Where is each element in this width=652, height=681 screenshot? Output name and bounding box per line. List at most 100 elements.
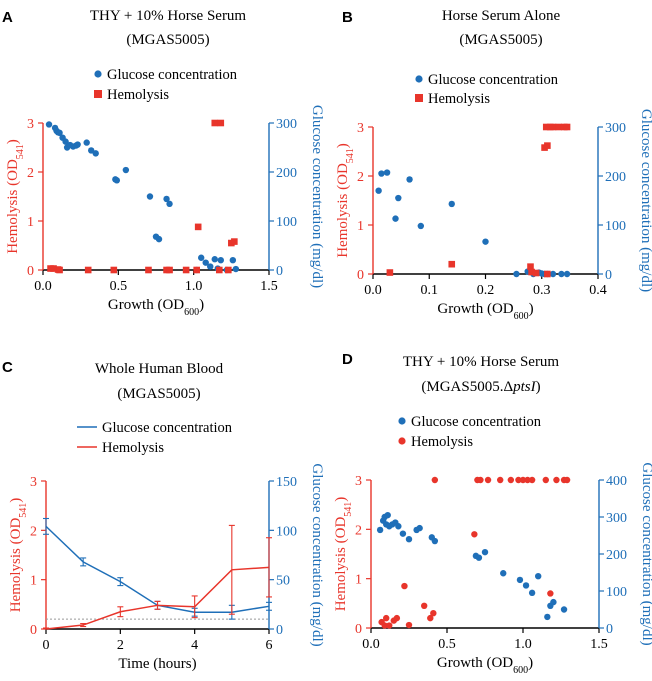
hemolysis-point (405, 621, 413, 629)
panel-c: C Whole Human Blood (MGAS5005) Glucose conc… (2, 359, 325, 672)
hemolysis-point (381, 622, 388, 629)
right-tick-label: 200 (605, 170, 626, 185)
hemolysis-point (231, 238, 238, 245)
x-tick-label: 1.5 (590, 637, 608, 652)
glucose-point (92, 150, 99, 157)
right-tick-label: 0 (605, 268, 612, 283)
x-tick-label: 0.1 (421, 283, 439, 298)
right-axis-title: Glucose concentration (mg/dl) (309, 463, 325, 646)
legend: Glucose concentration Hemolysis (94, 67, 238, 103)
hemolysis-point (383, 614, 390, 622)
glucose-point (550, 598, 557, 606)
right-tick-label: 150 (276, 475, 297, 490)
hemolysis-point (386, 622, 393, 629)
left-tick-label: 3 (30, 475, 37, 490)
x-tick-label: 2 (117, 638, 124, 653)
data-marks (43, 517, 272, 630)
hemolysis-point (515, 476, 522, 484)
glucose-point (558, 270, 565, 278)
glucose-point (513, 270, 520, 278)
glucose-point (405, 536, 413, 543)
hemolysis-point (56, 266, 63, 274)
hemolysis-point (477, 476, 484, 484)
hemolysis-point (547, 590, 554, 597)
glucose-point (45, 121, 53, 128)
left-tick-label: 1 (355, 573, 362, 588)
right-tick-label: 300 (605, 121, 626, 136)
legend-label: Hemolysis (428, 91, 490, 107)
glucose-point (560, 606, 568, 613)
glucose-point (528, 589, 536, 597)
left-tick-label: 0 (357, 268, 364, 283)
hemolysis-point (542, 476, 549, 484)
panel-letter: D (342, 351, 353, 368)
glucose-point (417, 222, 425, 230)
hemolysis-point (166, 266, 173, 274)
glucose-point (522, 582, 530, 589)
legend-marker-glucose (415, 75, 423, 83)
chart-subtitle: (MGAS5005) (126, 32, 209, 48)
hemolysis-point (497, 476, 504, 484)
hemolysis-point (145, 266, 152, 274)
hemolysis-point (527, 263, 534, 270)
right-tick-label: 0 (276, 623, 283, 638)
data-marks (375, 123, 571, 278)
left-axis-title: Hemolysis (OD541) (8, 498, 29, 613)
hemolysis-point (563, 123, 571, 131)
glucose-point (549, 270, 557, 278)
glucose-point (375, 187, 382, 194)
right-axis-title: Glucose concentration (mg/dl) (639, 462, 652, 645)
legend-label: Hemolysis (102, 440, 164, 456)
legend-label: Glucose concentration (107, 67, 238, 83)
left-tick-label: 1 (27, 215, 34, 230)
data-marks (376, 476, 571, 629)
x-tick-label: 0.4 (589, 283, 607, 298)
left-tick-label: 0 (30, 623, 37, 638)
chart-title: THY + 10% Horse Serum (403, 354, 560, 370)
chart-title: Horse Serum Alone (442, 8, 561, 24)
legend-marker-glucose (398, 417, 406, 425)
right-tick-label: 100 (606, 585, 627, 600)
hemolysis-point (182, 266, 190, 274)
right-tick-label: 100 (605, 219, 626, 234)
x-tick-label: 0.2 (477, 283, 495, 298)
chart-subtitle: (MGAS5005.ΔptsI) (421, 379, 540, 395)
right-tick-label: 100 (276, 524, 297, 539)
glucose-point (83, 139, 90, 146)
left-tick-label: 2 (355, 523, 362, 538)
legend-label: Glucose concentration (411, 414, 542, 430)
hemolysis-point (471, 531, 478, 538)
legend-label: Glucose concentration (428, 72, 559, 88)
right-axis-title: Glucose concentration (mg/dl) (309, 105, 325, 288)
left-tick-label: 3 (355, 474, 362, 489)
right-axis-title: Glucose concentration (mg/dl) (638, 109, 652, 292)
hemolysis-point (386, 269, 394, 276)
right-tick-label: 50 (276, 574, 290, 589)
hemolysis-point (528, 268, 535, 276)
glucose-point (376, 526, 384, 534)
glucose-point (395, 194, 402, 202)
hemolysis-point (217, 119, 225, 127)
panel-letter: C (2, 359, 13, 376)
glucose-point (62, 138, 69, 145)
glucose-point (211, 256, 218, 263)
x-tick-label: 4 (191, 638, 198, 653)
glucose-point (56, 129, 63, 136)
hemolysis-point (225, 266, 232, 274)
glucose-point (198, 254, 205, 261)
legend-marker-glucose (94, 70, 102, 78)
hemolysis-point (563, 476, 571, 484)
chart-title: THY + 10% Horse Serum (90, 8, 247, 24)
right-tick-label: 100 (276, 215, 297, 230)
hemolysis-point (84, 266, 92, 274)
glucose-point (155, 235, 163, 243)
glucose-point (378, 170, 385, 177)
glucose-point (395, 523, 402, 530)
hemolysis-point (193, 266, 200, 274)
hemolysis-point (546, 123, 554, 131)
legend: Glucose concentration Hemolysis (398, 414, 542, 450)
